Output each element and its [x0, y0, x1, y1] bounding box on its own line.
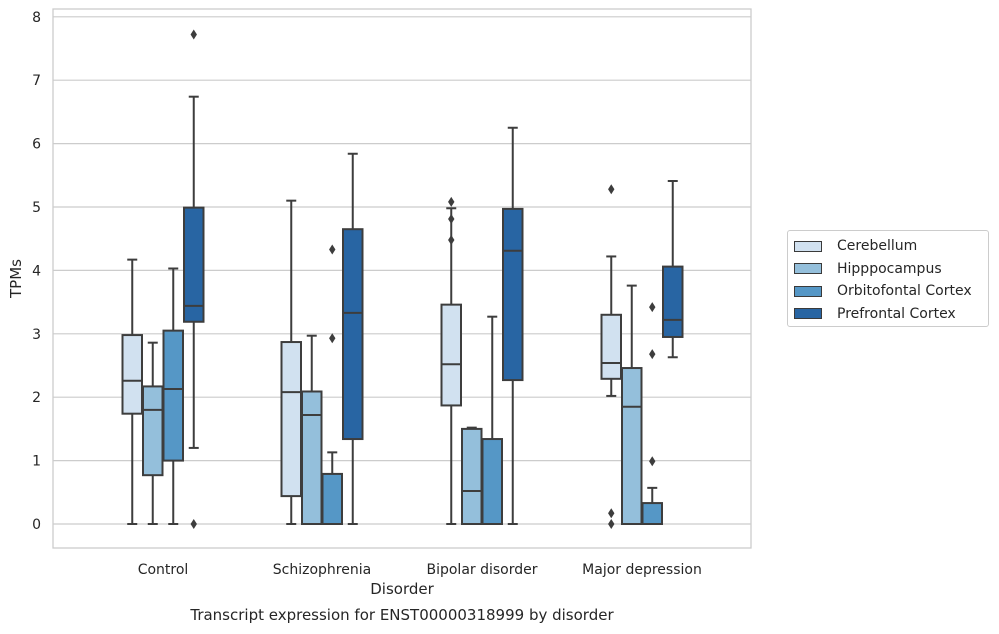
tick-labels: 0 1 2 3 4 5 6 7 8 Control Schizophrenia Bipolar dis…: [32, 10, 702, 578]
box-cerebellum-4: [600, 184, 622, 529]
box-iqr: [121, 334, 143, 415]
box-iqr: [600, 313, 622, 380]
box-prefrontal-cortex-2: [342, 152, 364, 525]
outlier-point: [448, 234, 455, 245]
legend-item: Prefrontal Cortex: [794, 303, 988, 326]
x-tick-label: Bipolar disorder: [426, 562, 537, 578]
box-cerebellum-2: [280, 199, 302, 525]
outlier-point: [649, 349, 656, 360]
box-orbitofontal-cortex-4: [641, 302, 663, 526]
box-hipppocampus-1: [142, 341, 164, 525]
x-axis-label: Disorder: [370, 580, 434, 598]
box-prefrontal-cortex-1: [183, 29, 205, 529]
legend-item: Orbitofontal Cortex: [794, 280, 988, 303]
box-orbitofontal-cortex-1: [162, 267, 184, 525]
y-tick-label: 7: [32, 73, 41, 89]
y-axis-label: TPMs: [7, 259, 25, 299]
box-iqr: [301, 390, 323, 525]
outlier-point: [190, 519, 197, 529]
box-prefrontal-cortex-3: [502, 126, 524, 525]
outlier-point: [329, 333, 336, 344]
x-tick-label: Schizophrenia: [273, 562, 371, 578]
outlier-point: [649, 456, 656, 467]
outlier-point: [190, 29, 197, 40]
box-iqr: [481, 438, 503, 526]
y-tick-label: 1: [32, 454, 41, 470]
box-iqr: [461, 427, 483, 525]
box-iqr: [142, 385, 164, 477]
outlier-point: [329, 244, 336, 255]
box-hipppocampus-3: [461, 426, 483, 525]
legend-item: Cerebellum: [794, 235, 988, 258]
y-tick-label: 6: [32, 137, 41, 153]
legend: Cerebellum Hipppocampus Orbitofontal Corte…: [787, 230, 989, 327]
outlier-point: [448, 214, 455, 225]
box-iqr: [183, 206, 205, 323]
y-tick-label: 2: [32, 390, 41, 406]
outlier-point: [649, 302, 656, 313]
legend-label: Orbitofontal Cortex: [837, 283, 972, 300]
box-cerebellum-3: [440, 196, 462, 525]
plot-frame: [52, 8, 752, 549]
box-iqr: [621, 367, 643, 526]
outlier-point: [448, 196, 455, 207]
legend-label: Hipppocampus: [837, 260, 942, 277]
legend-swatch: [794, 240, 822, 252]
box-iqr: [162, 329, 184, 462]
y-tick-label: 3: [32, 327, 41, 343]
legend-label: Cerebellum: [837, 238, 918, 255]
outlier-point: [608, 508, 615, 519]
legend-item: Hipppocampus: [794, 258, 988, 281]
legend-swatch: [794, 285, 822, 297]
box-cerebellum-1: [121, 258, 143, 525]
y-tick-label: 5: [32, 200, 41, 216]
box-iqr: [641, 502, 663, 526]
chart-title: Transcript expression for ENST0000031899…: [190, 606, 614, 624]
y-tick-label: 8: [32, 10, 41, 26]
box-iqr: [342, 228, 364, 441]
box-iqr: [440, 303, 462, 407]
outlier-point: [608, 519, 615, 529]
box-iqr: [502, 207, 524, 382]
box-hipppocampus-4: [621, 284, 643, 526]
x-tick-label: Major depression: [582, 562, 702, 578]
y-tick-label: 4: [32, 263, 41, 279]
legend-swatch: [794, 308, 822, 320]
legend-label: Prefrontal Cortex: [837, 305, 956, 322]
outlier-point: [608, 184, 615, 195]
box-orbitofontal-cortex-2: [321, 244, 343, 525]
box-hipppocampus-2: [301, 334, 323, 525]
x-tick-label: Control: [138, 562, 189, 578]
box-iqr: [321, 472, 343, 525]
box-prefrontal-cortex-4: [662, 180, 684, 359]
boxes: [121, 29, 684, 529]
box-iqr: [280, 341, 302, 498]
legend-swatch: [794, 263, 822, 275]
box-orbitofontal-cortex-3: [481, 315, 503, 526]
box-iqr: [662, 265, 684, 338]
y-tick-label: 0: [32, 517, 41, 533]
